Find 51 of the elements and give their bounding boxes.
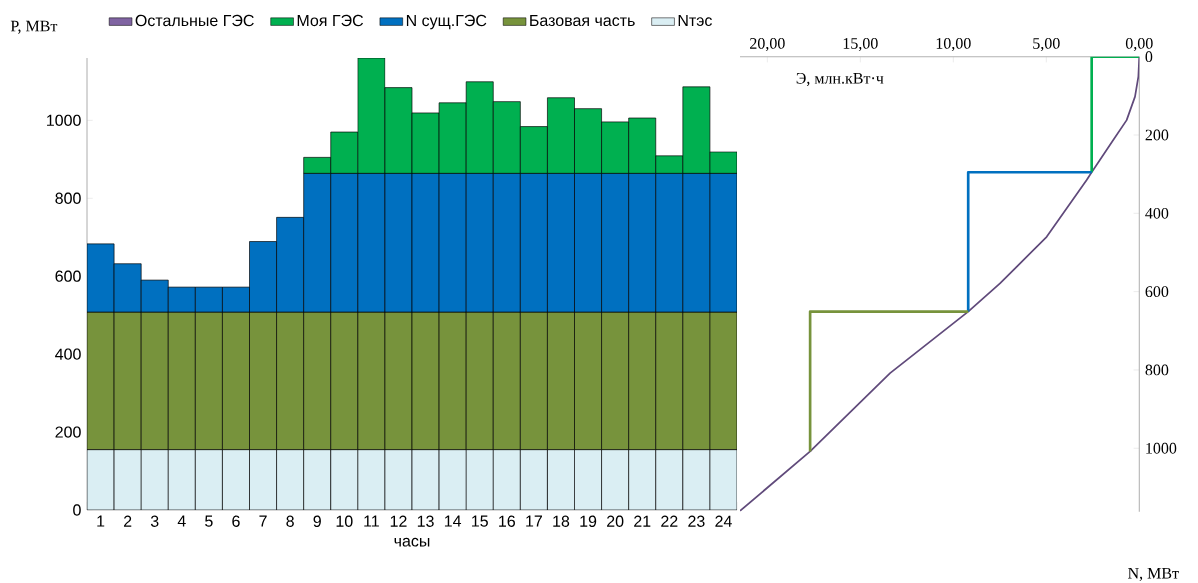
x-tick-label: 3 (150, 515, 159, 527)
x-tick-label: 14 (444, 515, 462, 527)
y-axis-title: P, МВт (10, 20, 58, 34)
x-tick-label: 24 (715, 515, 732, 527)
x-tick-label: 6 (232, 515, 240, 527)
x-tick-label: 7 (259, 515, 267, 527)
y-tick-label: 400 (1145, 207, 1169, 219)
x-tick-label: 21 (634, 515, 651, 527)
legend-label: N сущ.ГЭС (406, 14, 487, 30)
y-tick-label: 600 (55, 270, 81, 282)
y-tick-label: 400 (55, 348, 81, 360)
x-tick-label: 10 (336, 515, 353, 527)
x-tick-label: 11 (364, 515, 379, 527)
x-tick-label: 9 (313, 515, 321, 527)
x-tick-label: 15,00 (843, 37, 878, 52)
x-tick-label: 23 (688, 515, 705, 527)
x-tick-label: 12 (390, 515, 407, 527)
y-tick-label: 800 (55, 192, 81, 204)
y-tick-label: 0 (73, 504, 81, 516)
legend-label: Остальные ГЭС (135, 14, 254, 27)
y-tick-label: 1000 (47, 114, 81, 126)
x-tick-label: 22 (661, 515, 678, 527)
x-tick-label: 5 (205, 515, 213, 527)
x-tick-label: 20,00 (750, 37, 785, 52)
legend-label: Nтэс (678, 14, 712, 27)
y-tick-label: 0 (1145, 51, 1153, 63)
x-tick-label: 20 (607, 515, 624, 527)
x-tick-label: 15 (472, 515, 488, 527)
x-tick-label: 4 (177, 515, 186, 527)
x-tick-label: 2 (123, 515, 132, 527)
x-tick-label: 5,00 (1033, 37, 1060, 52)
x-axis-title: часы (394, 537, 430, 547)
y-axis-title: N, МВт (1128, 567, 1179, 581)
x-tick-label: 19 (580, 515, 597, 527)
x-tick-label: 8 (286, 515, 294, 527)
y-tick-label: 800 (1145, 364, 1169, 376)
x-axis-title: Э, млн.кВт·ч (796, 72, 884, 86)
x-tick-label: 13 (417, 515, 434, 527)
x-tick-label: 10,00 (936, 37, 971, 52)
legend-label: Базовая часть (530, 14, 635, 27)
y-tick-label: 200 (1145, 129, 1169, 141)
line-series (740, 56, 1140, 512)
y-tick-label: 1000 (1146, 442, 1177, 454)
y-tick-label: 200 (55, 426, 81, 438)
y-tick-label: 600 (1145, 286, 1169, 298)
legend-label: Моя ГЭС (297, 14, 364, 27)
x-tick-label: 18 (553, 515, 570, 527)
x-tick-label: 0,00 (1125, 37, 1153, 52)
x-tick-label: 17 (526, 515, 542, 527)
x-tick-label: 1 (97, 515, 105, 527)
x-tick-label: 16 (499, 515, 515, 527)
